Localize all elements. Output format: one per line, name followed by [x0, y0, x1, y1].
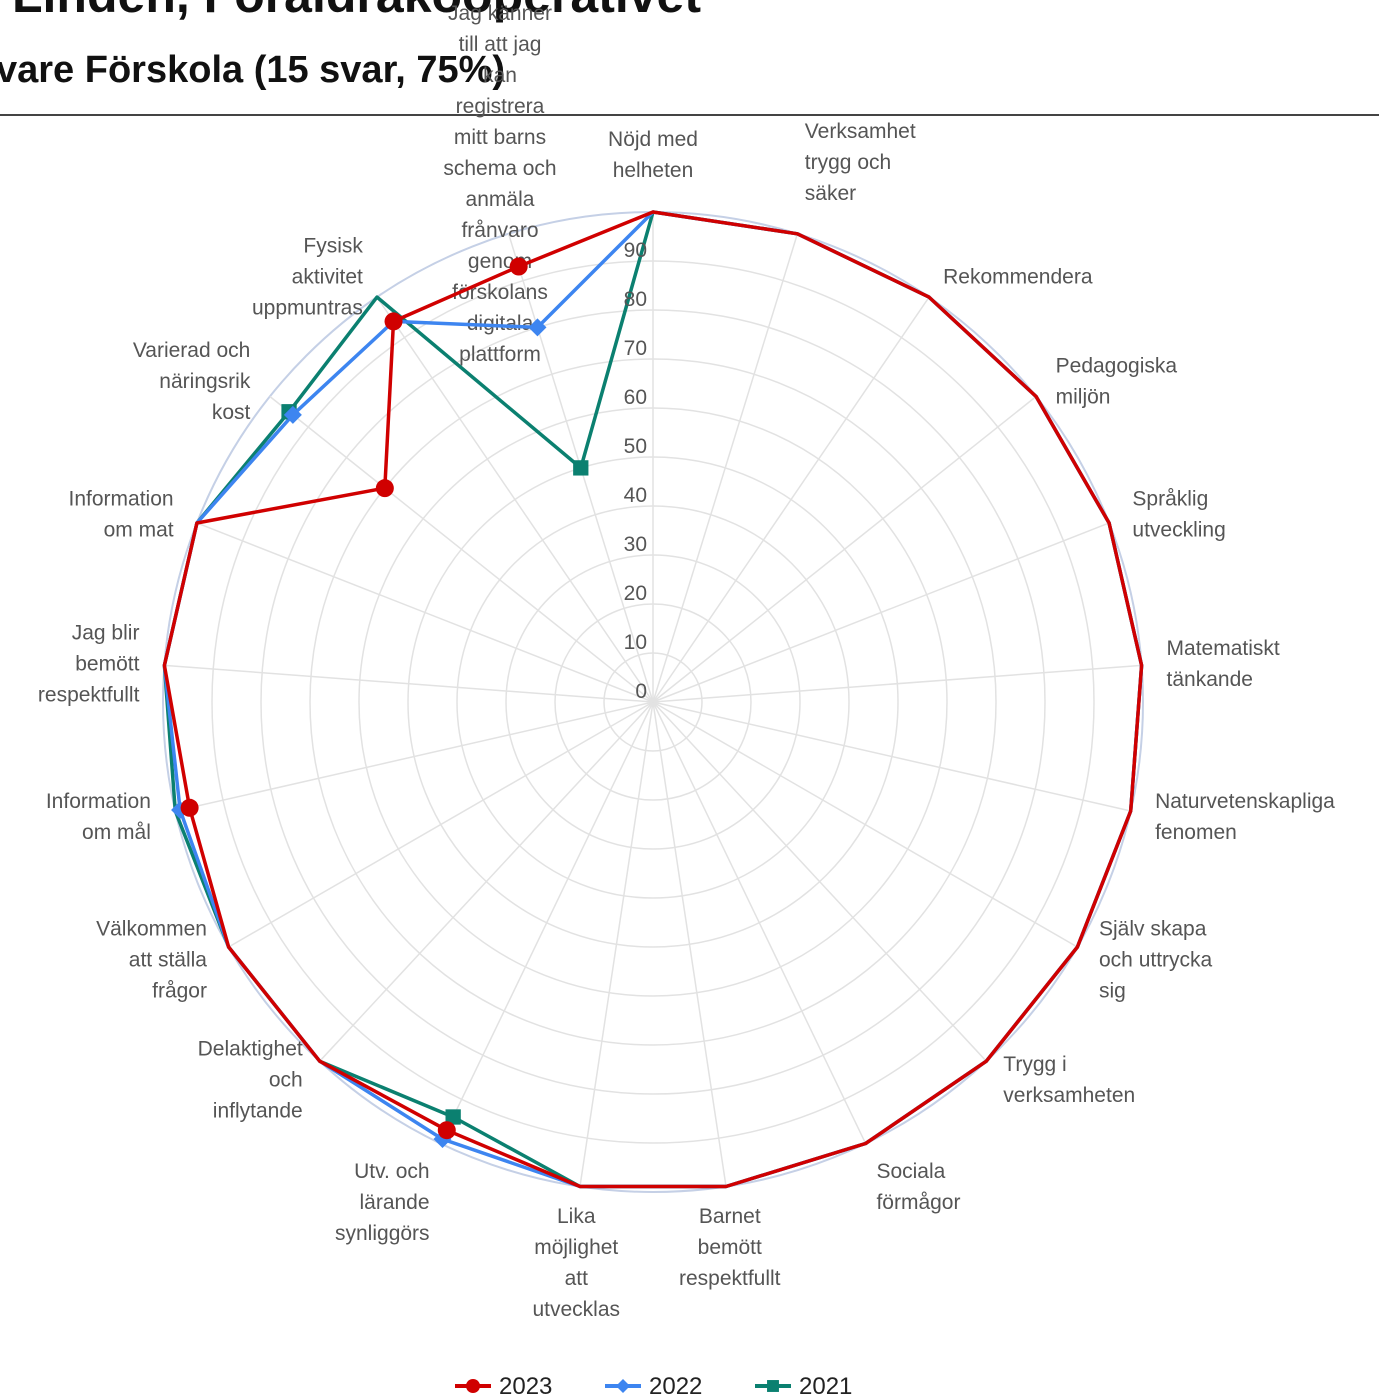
category-label: Naturvetenskapliga fenomen: [1155, 790, 1335, 844]
spoke: [439, 701, 654, 1144]
marker: [616, 1379, 630, 1393]
spoke: [319, 701, 654, 1062]
marker: [283, 405, 302, 424]
category-label: Utv. och lärande synliggörs: [335, 1160, 430, 1245]
legend-label: 2021: [799, 1373, 852, 1399]
y-tick-label: 90: [624, 239, 647, 262]
category-label: Information om mål: [46, 790, 151, 844]
y-tick-label: 30: [624, 533, 647, 556]
spoke: [376, 296, 654, 703]
y-tick-label: 20: [624, 582, 647, 605]
marker: [509, 257, 528, 276]
category-label: Språklig utveckling: [1132, 487, 1225, 541]
category-label: Själv skapa och uttrycka sig: [1099, 918, 1213, 1003]
category-label: Jag blir bemött respektfullt: [38, 622, 140, 707]
category-label: Rekommendera: [943, 265, 1093, 288]
category-label: Varierad och näringsrik kost: [133, 339, 251, 424]
spoke: [579, 701, 654, 1187]
y-tick-label: 50: [624, 435, 647, 458]
category-label: Delaktighet och inflytande: [198, 1038, 303, 1123]
y-tick-label: 80: [624, 288, 647, 311]
spoke: [164, 664, 654, 703]
spoke: [652, 701, 1131, 812]
spoke: [652, 701, 727, 1187]
spoke: [175, 701, 654, 812]
marker: [180, 798, 199, 817]
marker: [528, 318, 547, 337]
spoke: [196, 522, 654, 703]
category-label: Välkommen att ställa frågor: [96, 918, 207, 1003]
legend-label: 2022: [649, 1373, 702, 1399]
series-line: [162, 210, 1144, 1189]
spoke: [269, 395, 654, 703]
marker: [437, 1121, 456, 1140]
marker: [466, 1379, 480, 1393]
spoke: [652, 522, 1110, 703]
marker: [767, 1380, 779, 1392]
category-label: Nöjd med helheten: [608, 128, 698, 182]
category-label: Trygg i verksamheten: [1003, 1053, 1135, 1107]
category-label: Information om mat: [69, 487, 174, 541]
marker: [384, 312, 403, 331]
spoke: [652, 296, 930, 703]
y-tick-label: 40: [624, 484, 647, 507]
marker: [573, 460, 589, 476]
spoke: [652, 233, 799, 703]
marker: [445, 1109, 461, 1125]
category-label: Matematiskt tänkande: [1167, 637, 1280, 691]
category-label: Jag känner till att jag kan registrera mitt …: [443, 2, 556, 366]
y-tick-label: 70: [624, 337, 647, 360]
spoke: [652, 395, 1037, 703]
y-tick-label: 10: [624, 631, 647, 654]
category-label: Lika möjlighet att utvecklas: [532, 1205, 620, 1321]
category-label: Barnet bemött respektfullt: [679, 1205, 781, 1290]
marker: [375, 479, 394, 498]
y-tick-label: 60: [624, 386, 647, 409]
category-label: Pedagogiska miljön: [1056, 354, 1178, 408]
chart-title: Linden, Föräldrakooperativet: [12, 0, 701, 23]
spoke: [652, 664, 1142, 703]
category-label: Sociala förmågor: [876, 1160, 960, 1214]
y-tick-label: 0: [635, 680, 647, 703]
spoke: [652, 701, 1078, 948]
spoke: [652, 701, 987, 1062]
chart-subtitle: vare Förskola (15 svar, 75%): [0, 49, 505, 91]
category-label: Fysisk aktivitet uppmuntras: [252, 234, 363, 319]
spoke: [228, 701, 654, 948]
legend-label: 2023: [499, 1373, 552, 1399]
spoke: [652, 701, 867, 1144]
category-label: Verksamhet trygg och säker: [805, 120, 916, 205]
